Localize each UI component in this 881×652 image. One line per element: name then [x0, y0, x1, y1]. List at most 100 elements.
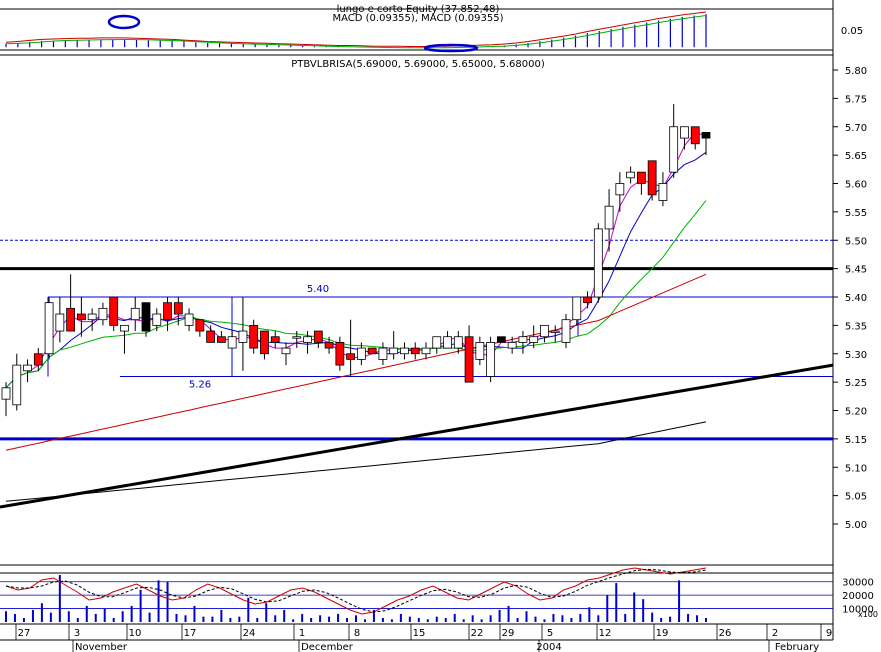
candle-body — [356, 347, 366, 360]
volume-tick-label: 30000 — [842, 578, 874, 589]
price-tick-label: 5.00 — [845, 520, 867, 531]
candle-body — [1, 387, 11, 400]
candle-body — [389, 347, 399, 355]
oscillator-signal-line — [5, 568, 707, 613]
ma-longterm-line — [5, 421, 707, 502]
candle-body — [550, 330, 560, 333]
candle-body — [367, 347, 377, 355]
candle-body — [313, 330, 323, 343]
candle-body — [324, 341, 334, 349]
candle-body — [443, 336, 452, 349]
price-tick-label: 5.55 — [845, 208, 867, 219]
macd-signal-line — [5, 15, 707, 49]
candle-body — [604, 205, 614, 230]
day-label: 15 — [413, 628, 426, 639]
candle-body — [130, 307, 140, 321]
ma-mid-line — [5, 200, 707, 389]
month-label: December — [301, 642, 354, 652]
macd-trough-marker — [423, 43, 479, 53]
candle-body — [44, 302, 54, 355]
day-label: 22 — [471, 628, 484, 639]
candle-body — [400, 347, 409, 355]
candle-body — [109, 296, 119, 326]
candle-body — [636, 171, 646, 184]
candle-body — [173, 302, 183, 315]
month-label: February — [775, 642, 819, 652]
price-tick-label: 5.70 — [845, 123, 867, 134]
candle-body — [66, 307, 76, 332]
candle-body — [540, 324, 549, 338]
candle-body — [23, 364, 32, 372]
candle-body — [647, 160, 657, 196]
price-tick-label: 5.50 — [845, 236, 867, 247]
candle-body — [680, 126, 689, 139]
day-label: 27 — [18, 628, 31, 639]
macd-peak-marker — [107, 14, 141, 30]
oscillator-line — [5, 567, 707, 615]
candle-body — [270, 336, 280, 343]
candle-body — [378, 347, 388, 360]
day-label: 29 — [502, 628, 515, 639]
volume-scale-label: x100 — [858, 610, 878, 619]
day-label: 26 — [719, 628, 732, 639]
day-label: 9 — [826, 628, 832, 639]
candle-body — [507, 341, 517, 349]
level-annotation: 5.40 — [307, 284, 329, 295]
candle-body — [615, 183, 625, 196]
day-label: 8 — [354, 628, 360, 639]
candle-body — [260, 330, 269, 355]
day-label: 10 — [129, 628, 142, 639]
candle-body — [120, 324, 129, 332]
candle-body — [281, 347, 291, 355]
volume-tick-label: 20000 — [842, 591, 874, 602]
price-tick-label: 5.35 — [845, 321, 867, 332]
candle-body — [658, 183, 668, 201]
candle-body — [335, 341, 345, 366]
price-tick-label: 5.65 — [845, 151, 867, 162]
day-label: 3 — [74, 628, 80, 639]
candle-body — [561, 319, 571, 343]
candle-body — [593, 228, 603, 298]
day-label: 1 — [299, 628, 305, 639]
candle-body — [583, 296, 592, 304]
candle-body — [87, 313, 97, 321]
ma-short-line — [5, 151, 707, 389]
price-tick-label: 5.05 — [845, 492, 867, 503]
candle-body — [163, 302, 172, 321]
candle-body — [669, 126, 679, 173]
day-label: 5 — [547, 628, 553, 639]
day-label: 17 — [184, 628, 197, 639]
month-label: 2004 — [536, 642, 561, 652]
candle-body — [496, 336, 506, 343]
ma-long-line — [5, 273, 707, 451]
candle-body — [12, 364, 22, 406]
price-tick-label: 5.45 — [845, 265, 867, 276]
candle-body — [227, 336, 237, 349]
candle-body — [690, 126, 700, 145]
price-tick-label: 5.40 — [845, 293, 867, 304]
candle-body — [432, 336, 442, 349]
candle-body — [238, 330, 248, 343]
candle-body — [346, 353, 356, 360]
candle-body — [464, 336, 474, 383]
candle-body — [486, 341, 496, 377]
price-tick-label: 5.75 — [845, 94, 867, 105]
trendline — [0, 363, 834, 509]
price-tick-label: 5.60 — [845, 180, 867, 191]
level-annotation: 5.26 — [189, 379, 211, 390]
candle-body — [529, 336, 539, 343]
price-tick-label: 5.25 — [845, 378, 867, 389]
price-tick-label: 5.80 — [845, 66, 867, 77]
day-label: 24 — [243, 628, 256, 639]
candle-body — [216, 336, 226, 343]
price-tick-label: 5.30 — [845, 350, 867, 361]
month-label: November — [75, 642, 128, 652]
candle-body — [98, 307, 108, 321]
candle-body — [55, 313, 65, 332]
price-tick-label: 5.20 — [845, 407, 867, 418]
candle-body — [195, 319, 205, 332]
candle-body — [141, 302, 151, 332]
